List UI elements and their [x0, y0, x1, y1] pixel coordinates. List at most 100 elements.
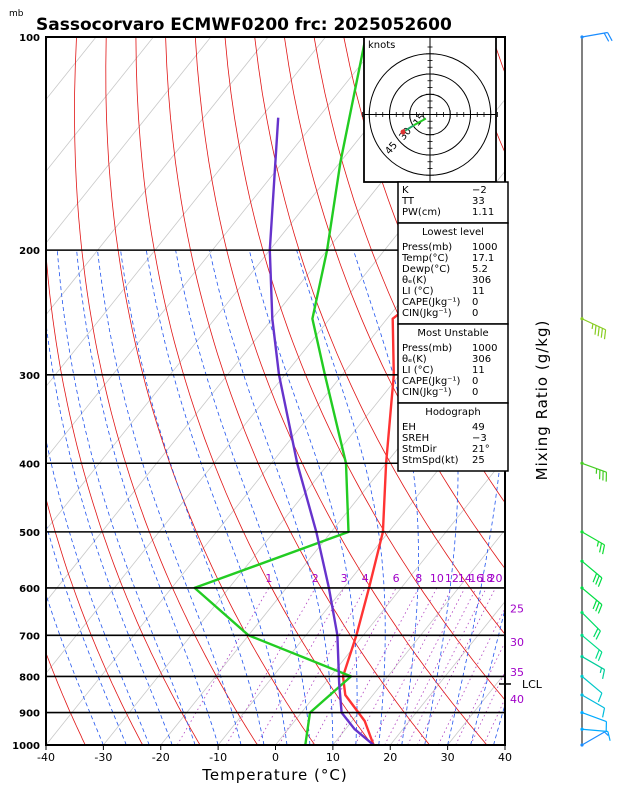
index-value: 11 [472, 365, 485, 376]
x-tick-label: -40 [37, 751, 55, 764]
mixing-ratio-label: 8 [415, 572, 422, 585]
wind-barb-flag [593, 600, 597, 609]
index-label: Temp(°C) [401, 253, 449, 264]
isotherm-line [0, 37, 268, 745]
wind-barb-shaft [582, 732, 605, 745]
lcl-label: LCL [522, 678, 543, 691]
index-value: 306 [472, 275, 491, 286]
index-label: CIN(Jkg⁻¹) [402, 308, 452, 319]
index-label: K [402, 185, 409, 196]
index-value: 0 [472, 376, 478, 387]
wind-barb-flag [596, 576, 600, 585]
mixing-ratio-label: 12 [445, 572, 459, 585]
index-value: 25 [472, 455, 485, 466]
x-tick-label: 0 [272, 751, 279, 764]
mixing-ratio-line [471, 588, 546, 745]
index-value: 17.1 [472, 253, 494, 264]
index-value: 306 [472, 354, 491, 365]
mixing-ratio-label: 25 [510, 602, 524, 615]
wind-barb-flag [598, 578, 602, 587]
hodograph-unit-label: knots [368, 40, 395, 51]
wind-barb-shaft [582, 588, 602, 605]
mixing-ratio-label: 6 [393, 572, 400, 585]
hodograph-storm-marker [401, 130, 406, 135]
wind-barb-flag [595, 325, 596, 334]
x-tick-label: -10 [209, 751, 227, 764]
mixing-ratio-label: 10 [430, 572, 444, 585]
pressure-unit: mb [9, 9, 24, 19]
index-value: 33 [472, 196, 485, 207]
moist-adiabat [0, 250, 103, 745]
x-tick-label: 10 [326, 751, 340, 764]
wind-barb-shaft [582, 613, 600, 631]
pressure-tick-label: 500 [19, 528, 40, 539]
wind-barb-flag [603, 708, 605, 717]
wind-barb-flag [600, 543, 602, 552]
index-box-header: Hodograph [425, 407, 480, 418]
wind-barb [580, 634, 602, 661]
pressure-tick-label: 800 [19, 672, 40, 683]
wind-barb-shaft [582, 676, 602, 693]
mixing-ratio-label: 4 [362, 572, 369, 585]
index-box-header: Most Unstable [417, 328, 488, 339]
chart-title: Sassocorvaro ECMWF0200 frc: 2025052600 [36, 15, 452, 35]
wind-barb-shaft [582, 561, 602, 578]
index-label: Dewp(°C) [402, 264, 450, 275]
index-label: TT [401, 196, 415, 207]
dry-adiabat [552, 37, 618, 745]
pressure-tick-label: 100 [19, 33, 40, 44]
moist-adiabat [57, 250, 195, 745]
pressure-tick-label: 300 [19, 371, 40, 382]
wind-barb-shaft [582, 635, 602, 652]
index-value: 0 [472, 387, 478, 398]
wind-barb [580, 530, 604, 554]
wind-barb [580, 675, 602, 702]
wind-barb [580, 655, 604, 679]
dewpoint-curve [195, 37, 366, 745]
pressure-tick-label: 200 [19, 246, 40, 257]
x-axis-label: Temperature (°C) [201, 766, 347, 784]
mixing-ratio-label: 3 [341, 572, 348, 585]
x-tick-label: 30 [441, 751, 455, 764]
moist-adiabat [249, 250, 357, 745]
wind-barb-shaft [582, 319, 606, 330]
wind-barb-shaft [582, 33, 608, 38]
mixing-ratio-label: 2 [312, 572, 319, 585]
index-label: θₑ(K) [402, 354, 427, 365]
wind-barb-flag [594, 628, 598, 637]
index-value: 5.2 [472, 264, 488, 275]
wind-barb [580, 711, 606, 731]
dry-adiabat [42, 37, 200, 745]
wind-barb-flag [596, 650, 600, 659]
isotherm-line [0, 37, 96, 745]
mixing-ratio-axis-label: Mixing Ratio (g/kg) [533, 320, 551, 481]
wind-barb-flag [598, 327, 599, 337]
mixing-ratio-label: 30 [510, 636, 524, 649]
wind-barb-shaft [582, 729, 608, 731]
index-value: 0 [472, 297, 478, 308]
dry-adiabat [0, 37, 85, 745]
wind-barb-flag [608, 732, 610, 741]
wind-barb [580, 732, 608, 747]
dry-adiabat [611, 37, 618, 745]
wind-barb-flag [598, 605, 602, 614]
moist-adiabat [297, 250, 386, 745]
index-label: StmSpd(kt) [402, 455, 459, 466]
wind-barb-flag [598, 652, 602, 661]
wind-barb-shaft [582, 532, 605, 545]
isotherm-line [562, 37, 618, 745]
wind-barb [580, 33, 612, 42]
index-label: LI (°C) [402, 286, 434, 297]
wind-barb-shaft [582, 463, 606, 472]
mixing-ratio-label: 1 [265, 572, 272, 585]
pressure-tick-label: 700 [19, 631, 40, 642]
wind-barb-flag [605, 330, 606, 339]
plot-area [0, 37, 618, 745]
wind-barb-half-flag [597, 541, 598, 546]
x-tick-label: 20 [383, 751, 397, 764]
wind-barb-flag [598, 693, 602, 702]
x-tick-label: -20 [152, 751, 170, 764]
index-value: 1000 [472, 242, 497, 253]
